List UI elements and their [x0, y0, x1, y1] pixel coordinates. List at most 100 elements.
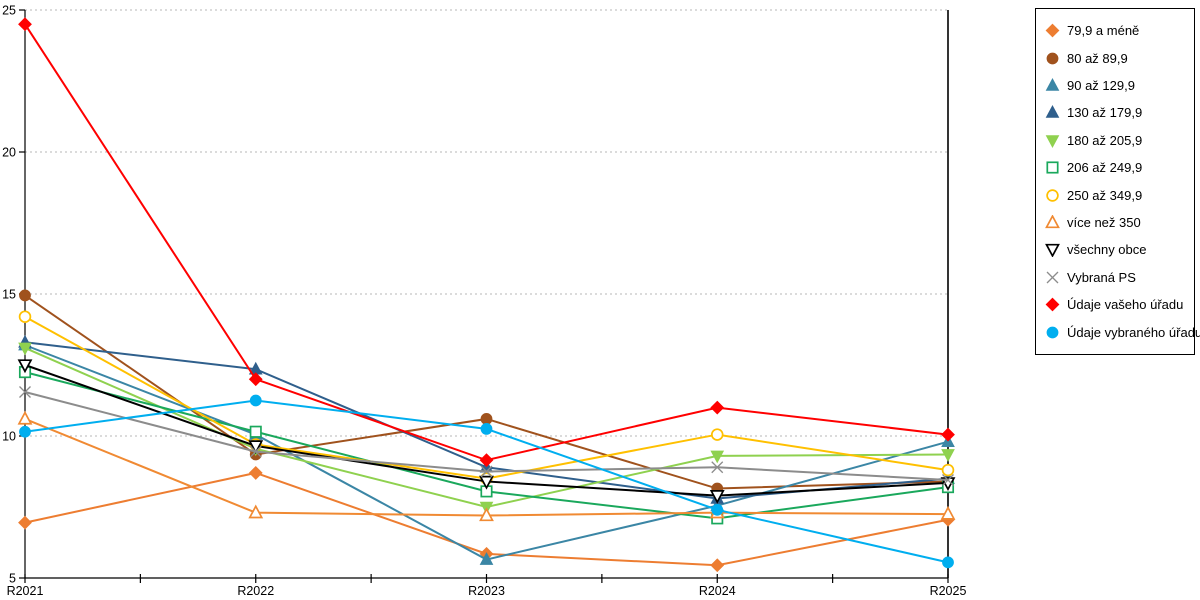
triangle-up-icon: [1045, 78, 1060, 91]
circle-marker-icon: [710, 428, 724, 441]
triangle-up-marker-icon: [1045, 78, 1060, 91]
legend-item: Údaje vašeho úřadu: [1045, 297, 1190, 312]
y-tick-label: 10: [2, 430, 16, 444]
legend-item: 80 až 89,9: [1045, 51, 1190, 66]
y-tick-label: 15: [2, 288, 16, 302]
triangle-down-icon: [1045, 135, 1060, 148]
x-icon: [1046, 271, 1059, 284]
x-tick-label: R2023: [468, 584, 505, 598]
series-markers: [18, 337, 955, 565]
chart-legend: 79,9 a méně 80 až 89,9 90 až 129,9 130 až 1…: [1035, 8, 1200, 355]
series-line: [24, 23, 949, 462]
triangle-up-marker-icon: [17, 410, 33, 425]
legend-item-label: 250 až 349,9: [1067, 187, 1143, 203]
legend-item-label: 206 až 249,9: [1067, 160, 1143, 176]
circle-marker-icon: [941, 463, 955, 477]
circle-marker-icon: [1046, 52, 1059, 65]
triangle-down-marker-icon: [479, 475, 494, 490]
legend-item-label: 90 až 129,9: [1067, 78, 1135, 94]
x-tick-label: R2024: [699, 584, 736, 598]
diamond-marker-icon: [248, 466, 263, 480]
triangle-down-marker-icon: [17, 359, 33, 374]
diamond-marker-icon: [710, 558, 725, 573]
x-tick-label: R2025: [930, 584, 967, 598]
diamond-marker-icon: [941, 427, 955, 442]
circle-icon: [1046, 188, 1059, 202]
line-chart: 5 10 15 20 25 R2021 R2022 R2023 R2024 R2025: [2, 4, 967, 599]
legend-item-label: 79,9 a méně: [1067, 23, 1140, 39]
triangle-down-marker-icon: [941, 449, 955, 462]
legend-item-label: všechny obce: [1067, 242, 1147, 258]
diamond-marker-icon: [479, 453, 494, 468]
circle-marker-icon: [19, 289, 31, 302]
square-icon: [1046, 161, 1059, 174]
series-markers: [19, 386, 954, 486]
circle-marker-icon: [480, 413, 493, 425]
legend-item: 79,9 a méně: [1045, 23, 1190, 38]
legend-item-label: 180 až 205,9: [1067, 132, 1143, 148]
circle-marker-icon: [480, 423, 493, 435]
circle-marker-icon: [19, 425, 31, 438]
triangle-up-marker-icon: [940, 505, 956, 520]
triangle-down-marker-icon: [1045, 244, 1060, 258]
circle-marker-icon: [1046, 326, 1059, 339]
legend-item: 180 až 205,9: [1045, 133, 1190, 148]
circle-icon: [1046, 326, 1059, 339]
diamond-marker-icon: [1045, 297, 1060, 312]
diamond-icon: [1045, 23, 1060, 38]
series-markers: [17, 359, 956, 504]
triangle-down-marker-icon: [248, 440, 264, 455]
series-markers: [19, 394, 954, 569]
legend-item: 130 až 179,9: [1045, 105, 1190, 120]
circle-marker-icon: [249, 394, 262, 407]
diamond-marker-icon: [248, 372, 263, 387]
triangle-up-marker-icon: [479, 507, 494, 522]
triangle-up-marker-icon: [1045, 215, 1060, 229]
series-line: [24, 344, 949, 561]
legend-item: Údaje vybraného úřadu: [1045, 325, 1200, 340]
x-marker-icon: [480, 465, 493, 478]
square-marker-icon: [249, 425, 262, 438]
triangle-up-marker-icon: [479, 552, 494, 565]
x-marker-icon: [249, 445, 262, 458]
triangle-down-icon: [1045, 244, 1060, 258]
legend-item-label: 130 až 179,9: [1067, 105, 1143, 121]
series-markers: [18, 17, 955, 468]
x-tick-label: R2022: [237, 584, 274, 598]
legend-item: více než 350: [1045, 215, 1190, 230]
y-tick-label: 25: [2, 4, 16, 18]
diamond-marker-icon: [1045, 23, 1060, 38]
triangle-down-marker-icon: [710, 450, 725, 464]
legend-item: 206 až 249,9: [1045, 160, 1190, 175]
triangle-down-marker-icon: [18, 342, 32, 356]
legend-item: všechny obce: [1045, 242, 1190, 258]
diamond-marker-icon: [710, 400, 725, 415]
legend-item: 90 až 129,9: [1045, 78, 1190, 93]
legend-item-label: Údaje vašeho úřadu: [1067, 297, 1184, 313]
legend-item-label: Údaje vybraného úřadu: [1067, 324, 1200, 340]
x-tick-label: R2021: [7, 584, 44, 598]
legend-item-label: 80 až 89,9: [1067, 50, 1128, 66]
triangle-down-marker-icon: [1045, 135, 1060, 148]
circle-marker-icon: [18, 310, 32, 323]
x-marker-icon: [942, 474, 954, 486]
x-marker-icon: [711, 461, 724, 474]
y-tick-label: 5: [9, 572, 16, 586]
triangle-down-marker-icon: [709, 489, 725, 504]
x-marker-icon: [1046, 271, 1059, 284]
square-marker-icon: [1046, 161, 1059, 174]
x-marker-icon: [19, 386, 31, 398]
triangle-up-marker-icon: [1045, 105, 1060, 119]
diamond-marker-icon: [18, 17, 32, 32]
circle-marker-icon: [1046, 188, 1059, 202]
triangle-up-icon: [1045, 215, 1060, 229]
legend-item: Vybraná PS: [1045, 270, 1190, 285]
circle-marker-icon: [711, 503, 724, 516]
circle-icon: [1046, 52, 1059, 65]
diamond-marker-icon: [18, 515, 32, 530]
legend-item: 250 až 349,9: [1045, 188, 1190, 203]
circle-marker-icon: [942, 556, 954, 569]
diamond-icon: [1045, 297, 1060, 312]
legend-item-label: Vybraná PS: [1067, 269, 1136, 285]
